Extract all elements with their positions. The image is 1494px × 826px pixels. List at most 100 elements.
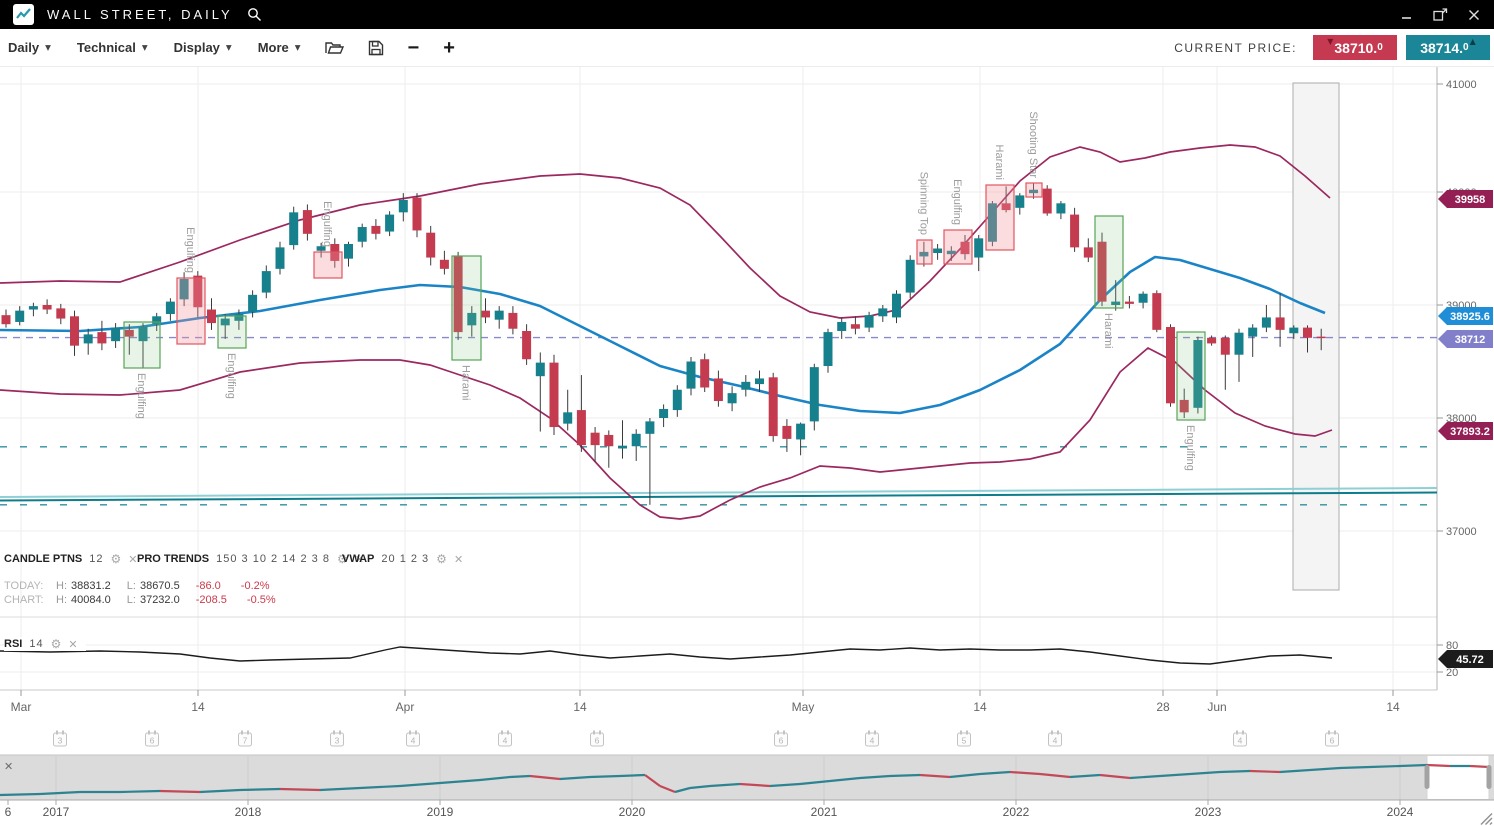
calendar-icon[interactable]: 3	[330, 730, 344, 747]
calendar-icon[interactable]: 3	[53, 730, 67, 747]
zoom-out-button[interactable]: −	[407, 36, 420, 59]
calendar-count: 6	[150, 736, 155, 746]
highlighted-range[interactable]	[1292, 82, 1340, 591]
calendar-icon[interactable]: 4	[406, 730, 420, 747]
candle	[1056, 201, 1066, 220]
calendar-count: 6	[595, 736, 600, 746]
x-axis-label: 14	[1386, 700, 1400, 714]
close-icon[interactable]: ✕	[453, 552, 464, 566]
sell-price-button[interactable]: ▼ 38710. 0	[1313, 35, 1397, 60]
pattern-label: Harami	[993, 145, 1005, 180]
price-tag-value: 38712	[1455, 334, 1486, 346]
indicator-name: CANDLE PTNS	[4, 553, 83, 565]
menu-timeframe[interactable]: Daily ▼	[8, 40, 51, 55]
navigator-strip[interactable]	[0, 755, 1494, 800]
close-icon[interactable]: ✕	[68, 637, 78, 651]
search-icon[interactable]	[247, 7, 262, 22]
calendar-count: 4	[1053, 736, 1058, 746]
candle	[398, 193, 408, 222]
sell-price-decimal: 0	[1377, 42, 1383, 53]
navigator-series	[529, 774, 561, 781]
resize-grip[interactable]	[1480, 813, 1493, 825]
navigator-series	[159, 789, 201, 794]
candle	[933, 243, 943, 260]
navigator-handle[interactable]	[1486, 765, 1492, 789]
open-folder-icon[interactable]	[324, 40, 344, 55]
navigator-series	[1249, 769, 1281, 774]
resize-grip[interactable]	[1485, 817, 1493, 825]
calendar-icon[interactable]: 5	[957, 730, 971, 747]
candle	[1042, 185, 1052, 216]
bollinger-upper-band	[0, 144, 1331, 319]
price-tag: 39958	[1438, 190, 1493, 208]
price-tag-value: 39958	[1455, 194, 1486, 206]
menu-technical[interactable]: Technical ▼	[77, 40, 148, 55]
pattern-label: Engulfing	[321, 201, 333, 247]
navigator-close-button[interactable]: ✕	[4, 760, 13, 773]
candle	[28, 302, 38, 317]
candle	[1083, 238, 1093, 263]
candle	[522, 324, 532, 365]
close-icon[interactable]: ✕	[354, 552, 364, 566]
candle	[1001, 186, 1011, 213]
pattern-box	[217, 315, 247, 349]
navigator-series	[1309, 766, 1341, 772]
navigator-series	[1039, 772, 1071, 779]
calendar-icon[interactable]: 6	[145, 730, 159, 747]
gear-icon[interactable]: ⚙	[110, 552, 122, 566]
navigator-series	[1426, 763, 1451, 768]
minimize-button[interactable]	[1401, 9, 1413, 21]
navigator-series	[709, 782, 741, 788]
navigator-selection[interactable]	[1426, 755, 1490, 800]
buy-price-button[interactable]: 38714. 0 ▲	[1406, 35, 1490, 60]
pattern-box	[313, 251, 343, 279]
calendar-icon[interactable]: 6	[590, 730, 604, 747]
gear-icon[interactable]: ⚙	[436, 552, 447, 566]
calendar-icon[interactable]: 4	[1048, 730, 1062, 747]
close-icon[interactable]: ✕	[128, 552, 138, 566]
candle	[344, 241, 353, 267]
close-button[interactable]	[1468, 9, 1480, 21]
calendar-icon[interactable]: 7	[238, 730, 252, 747]
pattern-label: Engulfing	[1184, 425, 1196, 471]
navigator-series	[559, 775, 591, 781]
candle	[974, 234, 984, 272]
menu-display-label: Display	[173, 40, 220, 55]
navigator-series	[239, 787, 281, 792]
calendar-icon[interactable]: 6	[774, 730, 788, 747]
candle	[234, 309, 244, 330]
navigator-handle[interactable]	[1424, 765, 1430, 789]
candle	[768, 372, 778, 442]
pattern-box	[985, 184, 1015, 251]
pattern-label: Harami	[1102, 313, 1114, 348]
candle	[905, 255, 915, 299]
calendar-icon[interactable]: 4	[498, 730, 512, 747]
navigator-series	[619, 773, 646, 778]
gear-icon[interactable]: ⚙	[336, 552, 348, 566]
navigator-series	[1369, 764, 1401, 769]
candle	[1138, 291, 1148, 309]
chart-area[interactable]: Engulfing Engulfing Engulfing Engulfing Hara…	[0, 67, 1494, 826]
calendar-icon[interactable]: 4	[1233, 730, 1247, 747]
price-chart[interactable]: Engulfing Engulfing Engulfing Engulfing Hara…	[0, 67, 1494, 826]
resize-grip[interactable]	[1489, 822, 1493, 825]
candle	[686, 356, 696, 396]
candle	[439, 250, 449, 275]
navigator-series	[919, 773, 951, 779]
popout-button[interactable]	[1433, 8, 1448, 21]
save-icon[interactable]	[368, 40, 384, 56]
gear-icon[interactable]: ⚙	[50, 637, 62, 651]
candle	[1070, 207, 1080, 252]
pattern-label: Engulfing	[184, 227, 196, 273]
zoom-in-button[interactable]: +	[443, 36, 455, 59]
pattern-label: Engulfing	[135, 373, 147, 419]
calendar-icon[interactable]: 4	[865, 730, 879, 747]
candle	[823, 328, 833, 373]
price-tag: 45.72	[1438, 650, 1493, 668]
menu-display[interactable]: Display ▼	[174, 40, 232, 55]
candle	[659, 404, 669, 428]
calendar-icon[interactable]: 6	[1325, 730, 1339, 747]
year-label: 2017	[43, 805, 70, 819]
candle	[796, 422, 806, 456]
menu-more[interactable]: More ▼	[258, 40, 301, 55]
